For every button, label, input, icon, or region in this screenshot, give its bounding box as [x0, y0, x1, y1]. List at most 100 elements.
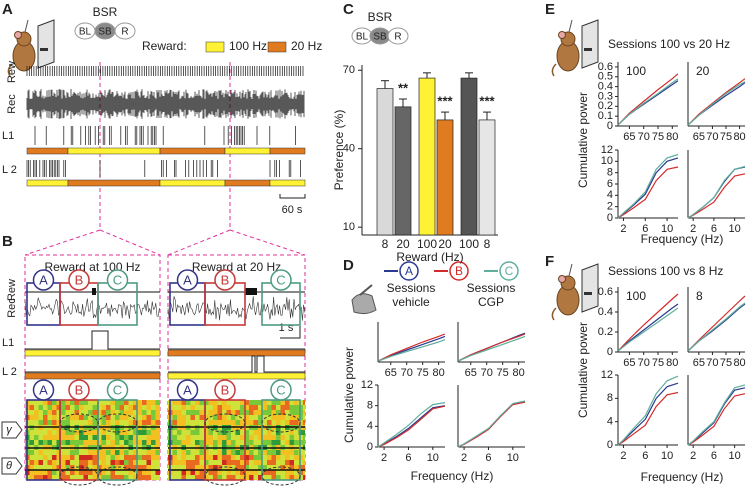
spectrogram-cell	[249, 455, 254, 461]
spectrogram-cell	[142, 420, 147, 426]
spectrogram-cell	[74, 455, 80, 461]
spectrogram-cell	[267, 450, 272, 456]
spectrogram-cell	[110, 405, 116, 411]
row-label: L1	[2, 337, 14, 349]
spectrogram-cell	[244, 470, 250, 476]
spectrogram-cell	[177, 415, 182, 421]
spectrogram-cell	[119, 405, 125, 411]
reward-period	[24, 372, 161, 380]
spectrogram-cell	[186, 420, 191, 426]
spectrogram-cell	[65, 400, 71, 406]
spectrogram-cell	[253, 475, 259, 481]
spectrogram-cell	[74, 410, 80, 416]
spectrogram-cell	[190, 450, 196, 456]
spectrogram-cell	[294, 450, 299, 456]
spectrogram-cell	[124, 415, 129, 421]
spectrogram-cell	[47, 470, 53, 476]
spectrogram-cell	[155, 415, 160, 421]
y-tick-label: 0.4	[598, 81, 613, 93]
spectrogram-cell	[190, 460, 196, 466]
spectrogram-cell	[137, 435, 143, 441]
spectrogram-cell	[119, 440, 125, 446]
series-line	[377, 402, 446, 448]
spectrogram-cell	[249, 460, 254, 466]
spectrogram-cell	[52, 460, 57, 466]
spectrogram-cell	[231, 465, 236, 471]
spectrogram-cell	[177, 440, 182, 446]
reward-period	[167, 372, 306, 380]
spectrogram-cell	[235, 430, 241, 436]
spectrogram-cell	[285, 435, 290, 441]
row-label: L 2	[2, 164, 17, 176]
spectrogram-cell	[110, 430, 116, 436]
x-tick-label: 2	[620, 450, 626, 462]
spectrogram-cell	[226, 460, 232, 466]
chart-title: CGP	[478, 295, 504, 309]
epoch-outline	[261, 466, 301, 486]
spectrogram-cell	[235, 410, 241, 416]
spectrogram-cell	[29, 450, 35, 456]
spectrogram-cell	[267, 430, 272, 436]
row-label: L 2	[2, 366, 17, 378]
spectrogram-cell	[52, 430, 57, 436]
spectrogram-cell	[186, 410, 191, 416]
spectrogram-cell	[267, 440, 272, 446]
spectrogram-cell	[235, 470, 241, 476]
spectrogram-cell	[119, 465, 125, 471]
spectrogram-cell	[115, 470, 120, 476]
series-line	[687, 295, 746, 352]
spectrogram-cell	[199, 420, 205, 426]
spectrogram-cell	[52, 405, 57, 411]
spectrogram-cell	[267, 470, 272, 476]
epoch-label: C	[276, 382, 285, 397]
spectrogram-cell	[289, 405, 295, 411]
spectrogram-cell	[276, 450, 281, 456]
spectrogram-cell	[172, 470, 178, 476]
spectrogram-cell	[244, 440, 250, 446]
spectrogram-cell	[303, 440, 305, 446]
spectrogram-cell	[128, 450, 134, 456]
spectrogram-cell	[267, 410, 272, 416]
spectrogram-cell	[79, 470, 84, 476]
spectrogram-cell	[38, 400, 44, 406]
epoch-marker	[176, 379, 199, 401]
spectrogram-cell	[276, 440, 281, 446]
series-line	[687, 81, 746, 126]
spectrogram-cell	[240, 415, 245, 421]
epoch-label: C	[276, 272, 285, 287]
spectrogram-cell	[289, 400, 295, 406]
reward-period	[67, 147, 161, 155]
spectrogram-cell	[226, 475, 232, 481]
spectrogram-cell	[79, 415, 84, 421]
x-tick-label: 80	[512, 367, 524, 379]
spectrogram-cell	[115, 435, 120, 441]
epoch-marker	[214, 379, 236, 401]
spectrogram-cell	[65, 430, 71, 436]
spectrogram-cell	[186, 405, 191, 411]
x-tick-label: 10	[427, 452, 439, 464]
spectrogram-cell	[294, 430, 299, 436]
spectrogram-cell	[199, 415, 205, 421]
spectrogram-cell	[271, 400, 277, 406]
spectrogram-cell	[151, 440, 156, 446]
spectrogram-cell	[47, 415, 53, 421]
spectrogram-cell	[249, 415, 254, 421]
spectrogram-cell	[115, 450, 120, 456]
raster	[26, 66, 305, 177]
bsr-label: BSR	[93, 5, 118, 19]
reward-period	[167, 349, 306, 357]
spectrogram-cell	[258, 470, 263, 476]
reward-pulse	[92, 288, 96, 295]
spectrogram-cell	[88, 470, 93, 476]
spectrogram-cell	[110, 415, 116, 421]
spectrogram-cell	[294, 455, 299, 461]
state-label: BL	[79, 27, 92, 38]
spectrogram-cell	[280, 435, 286, 441]
spectrogram-cell	[101, 460, 107, 466]
reward-label: Reward:	[142, 39, 187, 53]
spectrogram-cell	[38, 450, 44, 456]
spectrogram-cell	[276, 410, 281, 416]
spectrogram-cell	[128, 465, 134, 471]
legend-label: C	[505, 264, 514, 278]
spectrogram-cell	[128, 470, 134, 476]
